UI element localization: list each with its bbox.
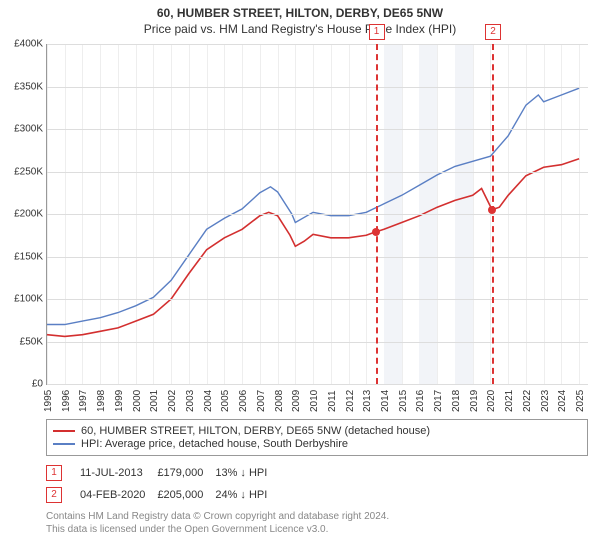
x-axis-label: 2021 [504,390,515,412]
sale-date: 11-JUL-2013 [80,462,157,484]
x-axis-label: 2007 [256,390,267,412]
y-axis-label: £200K [3,209,43,220]
x-axis-label: 2024 [557,390,568,412]
x-axis-label: 2011 [327,390,338,412]
x-axis-label: 2015 [398,390,409,412]
x-axis-label: 2009 [291,390,302,412]
legend-row: 60, HUMBER STREET, HILTON, DERBY, DE65 5… [53,425,581,437]
x-axis-label: 2017 [433,390,444,412]
sale-dot [372,228,380,236]
x-axis-label: 2022 [522,390,533,412]
x-axis-label: 2013 [362,390,373,412]
x-axis-label: 2008 [274,390,285,412]
sale-price: £205,000 [157,484,215,506]
x-axis-label: 1995 [43,390,54,412]
x-axis-label: 2025 [575,390,586,412]
legend-swatch [53,430,75,432]
legend-swatch [53,443,75,445]
x-axis-label: 1998 [96,390,107,412]
sales-table: 1 11-JUL-2013 £179,000 13% ↓ HPI 2 04-FE… [46,462,588,506]
legend-label: HPI: Average price, detached house, Sout… [81,438,348,450]
x-axis-label: 2000 [132,390,143,412]
x-axis-label: 2016 [415,390,426,412]
legend-row: HPI: Average price, detached house, Sout… [53,438,581,450]
y-axis-label: £300K [3,124,43,135]
x-axis-label: 2012 [345,390,356,412]
x-axis-label: 1999 [114,390,125,412]
sale-dot [488,206,496,214]
footer-line: Contains HM Land Registry data © Crown c… [46,510,588,523]
table-row: 1 11-JUL-2013 £179,000 13% ↓ HPI [46,462,279,484]
y-axis-label: £0 [3,379,43,390]
page-title: 60, HUMBER STREET, HILTON, DERBY, DE65 5… [10,6,590,20]
x-axis-label: 2023 [540,390,551,412]
sale-date: 04-FEB-2020 [80,484,157,506]
x-axis-label: 2004 [203,390,214,412]
x-axis-label: 2020 [486,390,497,412]
sale-delta: 13% ↓ HPI [215,462,279,484]
sale-marker-icon: 1 [369,24,385,40]
y-axis-label: £100K [3,294,43,305]
x-axis-label: 2006 [238,390,249,412]
x-axis-label: 2001 [149,390,160,412]
footer-line: This data is licensed under the Open Gov… [46,523,588,536]
y-axis-label: £350K [3,81,43,92]
x-axis-label: 2002 [167,390,178,412]
y-axis-label: £50K [3,336,43,347]
price-chart: £0£50K£100K£150K£200K£250K£300K£350K£400… [46,44,588,385]
x-axis-label: 2014 [380,390,391,412]
x-axis-label: 2019 [469,390,480,412]
y-axis-label: £250K [3,166,43,177]
x-axis-label: 2003 [185,390,196,412]
sale-marker-icon: 2 [485,24,501,40]
y-axis-label: £150K [3,251,43,262]
sale-marker-icon: 2 [46,487,62,503]
x-axis-label: 1997 [78,390,89,412]
table-row: 2 04-FEB-2020 £205,000 24% ↓ HPI [46,484,279,506]
sale-delta: 24% ↓ HPI [215,484,279,506]
sale-marker-icon: 1 [46,465,62,481]
legend: 60, HUMBER STREET, HILTON, DERBY, DE65 5… [46,419,588,456]
x-axis-label: 2018 [451,390,462,412]
x-axis-label: 1996 [61,390,72,412]
page-subtitle: Price paid vs. HM Land Registry's House … [10,22,590,36]
x-axis-label: 2010 [309,390,320,412]
sale-price: £179,000 [157,462,215,484]
legend-label: 60, HUMBER STREET, HILTON, DERBY, DE65 5… [81,425,430,437]
footer: Contains HM Land Registry data © Crown c… [46,510,588,536]
y-axis-label: £400K [3,39,43,50]
x-axis-label: 2005 [220,390,231,412]
